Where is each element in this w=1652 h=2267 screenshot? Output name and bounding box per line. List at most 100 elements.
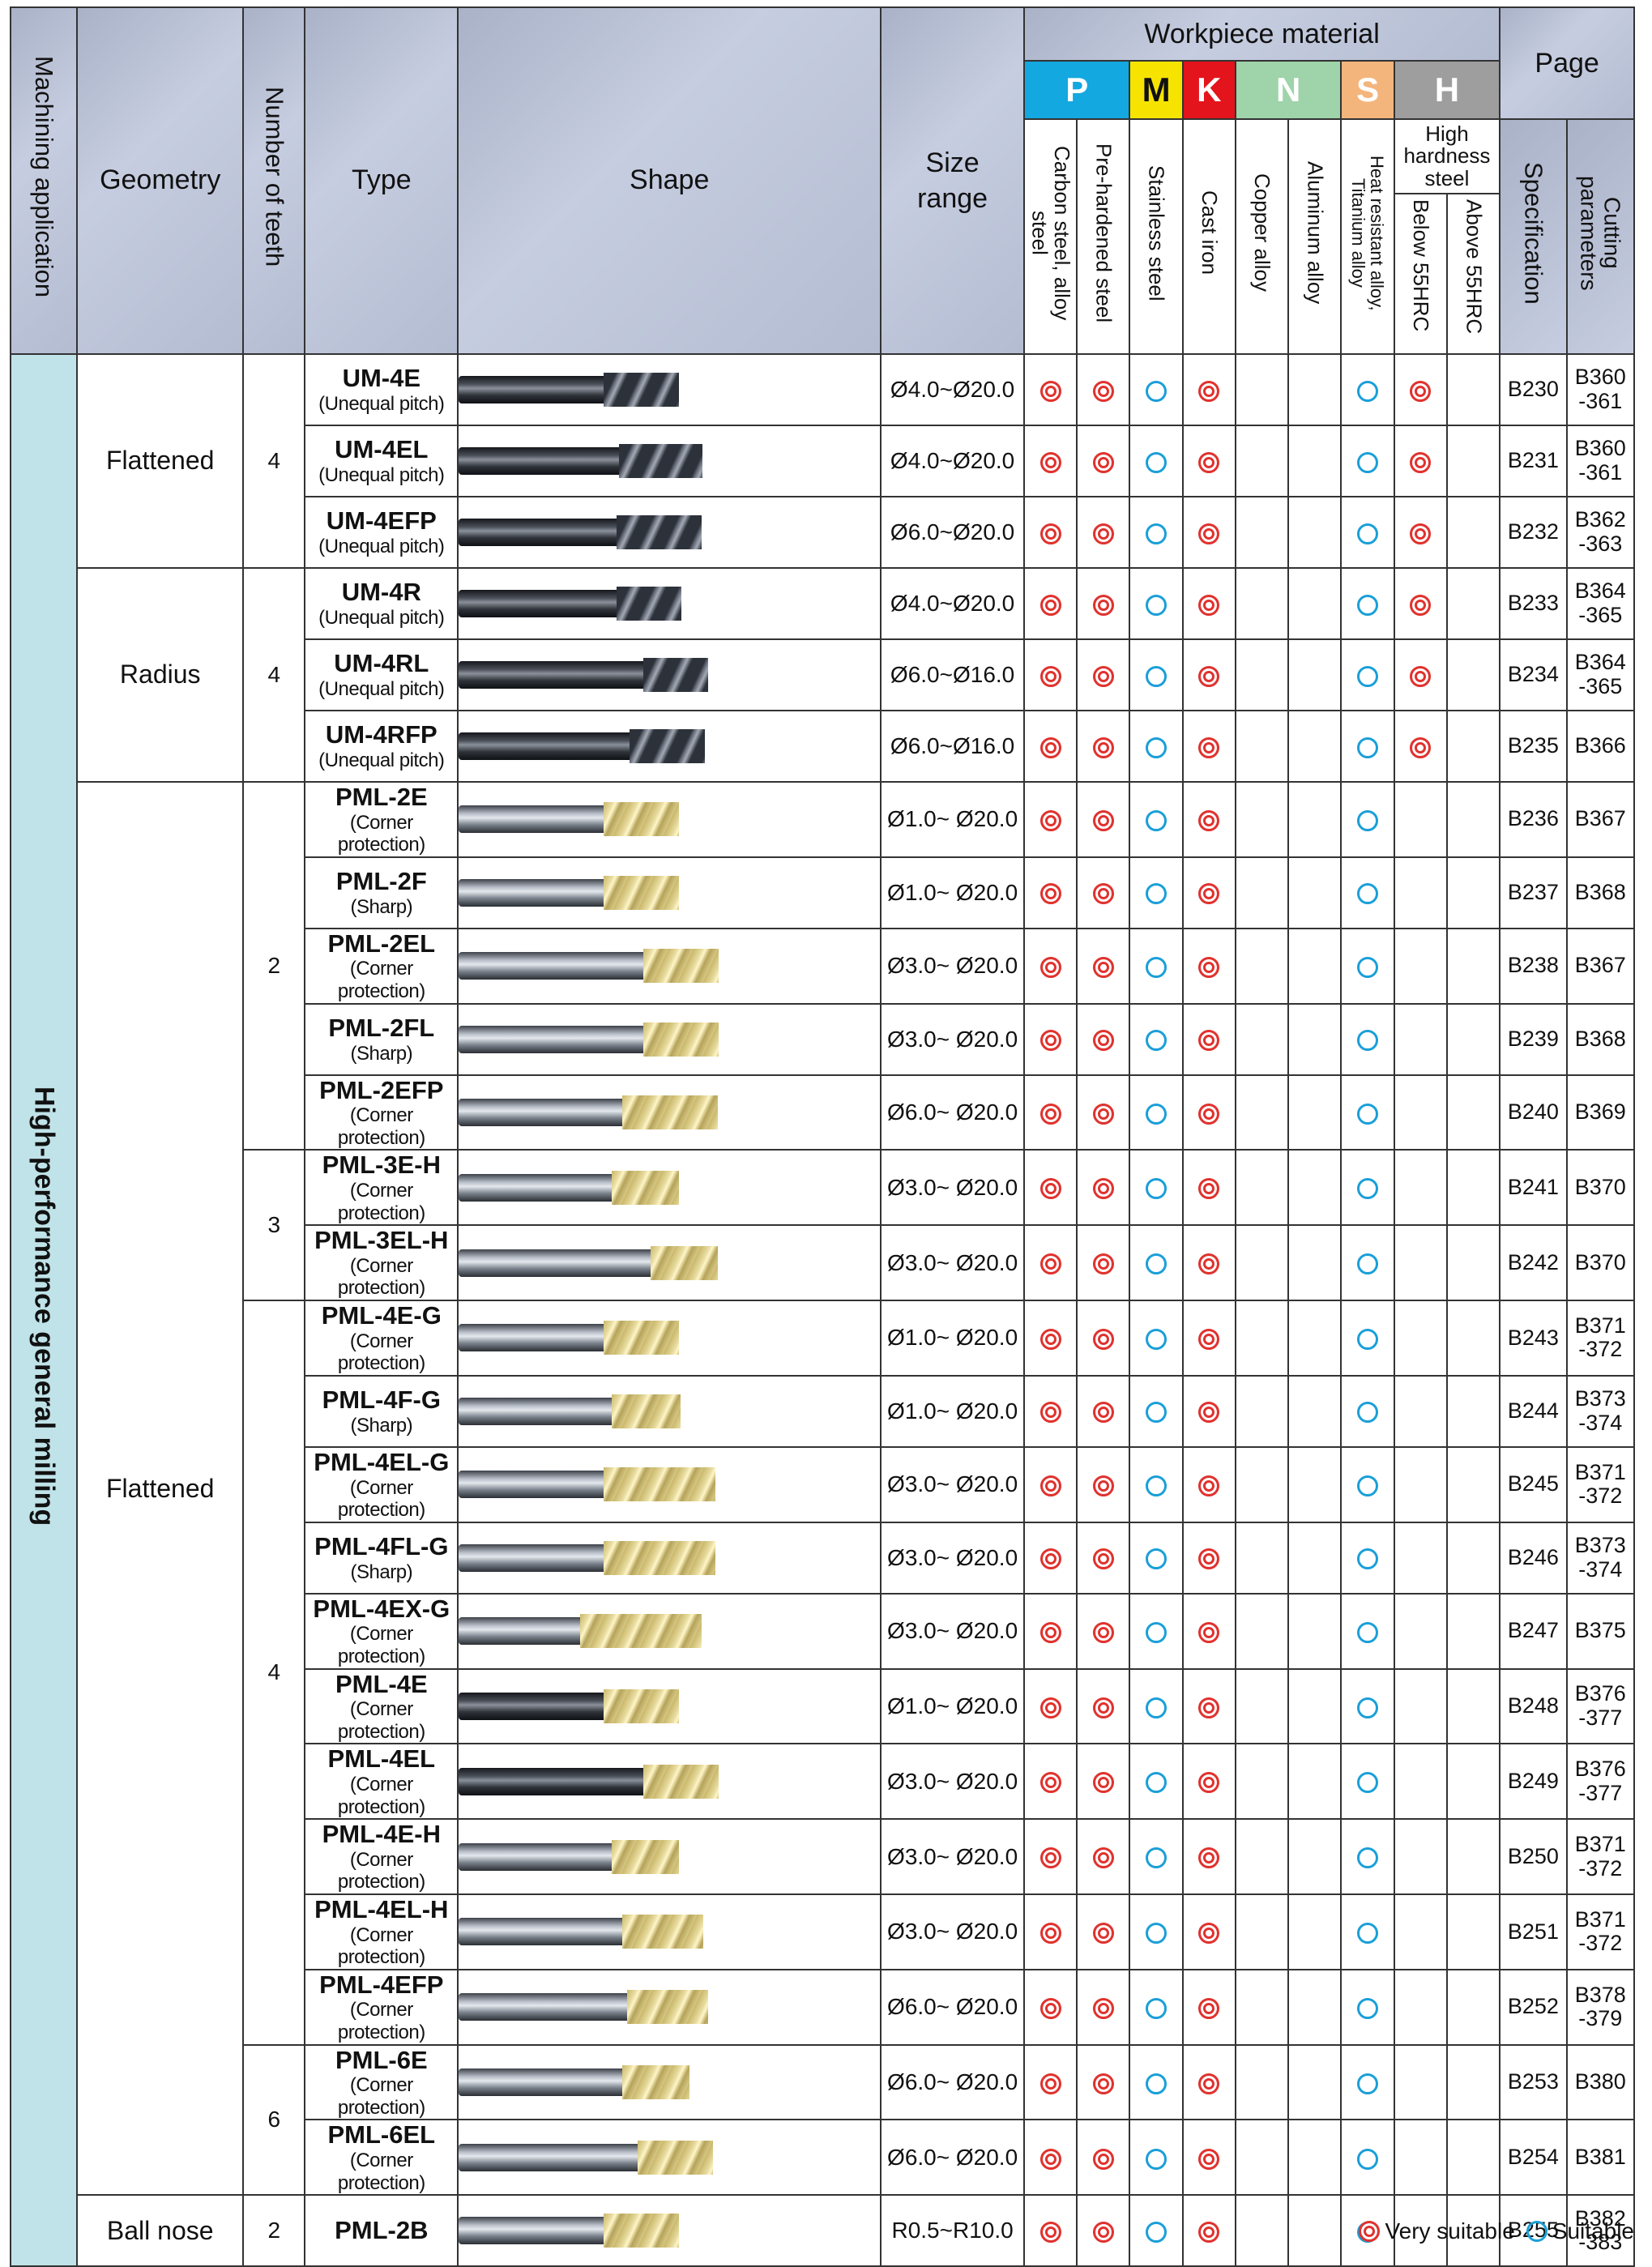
suitability-cell xyxy=(1181,1002,1236,1076)
tool-shank xyxy=(459,446,620,475)
type-cell: PML-2FL (Sharp) xyxy=(304,1002,459,1076)
suitability-cell xyxy=(1445,1968,1501,2046)
cutting-parameters-page-cell: B366 xyxy=(1565,709,1636,783)
spec-page-cell: B242 xyxy=(1499,1224,1568,1302)
very-suitable-icon xyxy=(1039,1253,1061,1275)
suitability-cell xyxy=(1181,780,1236,858)
col-above-55hrc: Above 55HRC xyxy=(1462,199,1487,335)
very-suitable-icon xyxy=(1198,1402,1220,1424)
suitability-cell xyxy=(1181,1445,1236,1523)
suitable-icon xyxy=(1146,1548,1167,1570)
suitable-icon xyxy=(1146,1475,1167,1496)
tool-flute xyxy=(604,802,680,837)
product-subtitle: (Unequal pitch) xyxy=(318,463,445,486)
suitability-cell xyxy=(1393,1521,1448,1595)
suitability-cell xyxy=(1340,1374,1395,1448)
geometry-cell: Flattened xyxy=(76,352,245,569)
very-suitable-icon xyxy=(1198,2073,1220,2094)
teeth-count-cell: 4 xyxy=(242,1300,306,2046)
suitability-cell xyxy=(1076,1300,1131,1377)
suitability-cell xyxy=(1393,1818,1448,1895)
suitable-icon xyxy=(1146,1402,1167,1424)
suitability-cell xyxy=(1234,1968,1290,2046)
suitability-cell xyxy=(1022,1224,1078,1302)
table-row: PML-3EL-H (Corner protection) Ø3.0~ Ø20.0 B… xyxy=(11,1224,1636,1302)
suitability-cell xyxy=(1234,2119,1290,2197)
suitable-icon xyxy=(1357,1548,1379,1570)
table-row: PML-2EL (Corner protection) Ø3.0~ Ø20.0 B23… xyxy=(11,927,1636,1005)
suitable-icon xyxy=(1357,451,1379,473)
geometry-cell: Radius xyxy=(76,566,245,783)
very-suitable-icon xyxy=(1092,1475,1114,1496)
suitability-cell xyxy=(1076,352,1131,426)
teeth-count-cell: 4 xyxy=(242,566,306,783)
end-mill-image xyxy=(459,1688,879,1725)
cutting-parameters-page-cell: B371 -372 xyxy=(1565,1818,1636,1895)
suitability-cell xyxy=(1076,927,1131,1005)
suitability-cell xyxy=(1234,1592,1290,1670)
suitability-cell xyxy=(1287,709,1343,783)
product-name: PML-6EL xyxy=(327,2120,436,2150)
suitability-cell xyxy=(1340,856,1395,929)
table-row: PML-4EFP (Corner protection) Ø6.0~ Ø20.0 B2… xyxy=(11,1968,1636,2046)
table-row: Radius 4 UM-4R (Unequal pitch) Ø4.0~Ø20.0 B23… xyxy=(11,566,1636,783)
very-suitable-icon xyxy=(1359,2221,1381,2242)
suitability-cell xyxy=(1129,2043,1184,2121)
product-name: PML-4FL-G xyxy=(314,1532,449,1561)
hdr-page: Page xyxy=(1499,6,1635,120)
spec-page-cell: B248 xyxy=(1499,1667,1568,1745)
tool-shape-cell xyxy=(457,1968,882,2046)
suitability-cell xyxy=(1445,352,1501,426)
suitability-cell xyxy=(1022,1149,1078,1227)
suitability-cell xyxy=(1129,566,1184,640)
very-suitable-icon xyxy=(1092,1847,1114,1869)
tool-shank xyxy=(459,952,644,980)
type-cell: PML-3EL-H (Corner protection) xyxy=(304,1224,459,1302)
cutting-parameters-page-cell: B368 xyxy=(1565,1002,1636,1076)
type-cell: PML-4EL-G (Corner protection) xyxy=(304,1445,459,1523)
suitability-cell xyxy=(1076,1002,1131,1076)
type-cell: PML-4F-G (Sharp) xyxy=(304,1374,459,1448)
machining-application-label: High-performance general milling xyxy=(28,1087,60,1526)
suitability-cell xyxy=(1076,1521,1131,1595)
size-range-cell: Ø6.0~ Ø20.0 xyxy=(880,2043,1025,2121)
very-suitable-icon xyxy=(1410,594,1432,616)
type-cell: PML-2EFP (Corner protection) xyxy=(304,1074,459,1151)
very-suitable-icon xyxy=(1039,883,1061,905)
end-mill-image xyxy=(459,2212,879,2249)
product-subtitle: (Corner protection) xyxy=(337,1698,425,1743)
suitable-icon xyxy=(1357,1697,1379,1718)
suitable-icon xyxy=(1146,1253,1167,1275)
suitability-cell xyxy=(1076,1893,1131,1970)
suitability-cell xyxy=(1022,495,1078,569)
type-cell: UM-4E (Unequal pitch) xyxy=(304,352,459,426)
suitability-cell xyxy=(1129,1893,1184,1970)
col-below-55hrc: Below 55HRC xyxy=(1396,194,1448,352)
suitability-cell xyxy=(1393,495,1448,569)
very-suitable-icon xyxy=(1039,1402,1061,1424)
suitability-cell xyxy=(1181,1074,1236,1151)
tool-shank xyxy=(459,1249,651,1277)
suitability-cell xyxy=(1234,1300,1290,1377)
cutting-parameters-page-cell: B370 xyxy=(1565,1149,1636,1227)
product-name: PML-4E xyxy=(335,1669,428,1698)
suitable-icon xyxy=(1146,809,1167,831)
very-suitable-icon xyxy=(1198,451,1220,473)
product-name: PML-2EL xyxy=(327,929,436,958)
geometry-cell: Flattened xyxy=(76,780,245,2197)
product-name: PML-3EL-H xyxy=(314,1226,449,1255)
suitability-cell xyxy=(1287,780,1343,858)
suitability-cell xyxy=(1234,1074,1290,1151)
suitability-cell xyxy=(1445,709,1501,783)
tool-shank xyxy=(459,660,644,689)
tool-flute xyxy=(604,1689,680,1723)
type-cell: UM-4EL (Unequal pitch) xyxy=(304,424,459,497)
tool-shank xyxy=(459,1993,628,2022)
suitability-cell xyxy=(1129,709,1184,783)
product-name: PML-4EL xyxy=(327,1744,436,1774)
very-suitable-icon xyxy=(1039,1329,1061,1351)
suitable-icon xyxy=(1357,1772,1379,1794)
spec-page-cell: B238 xyxy=(1499,927,1568,1005)
product-name: PML-3E-H xyxy=(322,1151,441,1180)
tool-shape-cell xyxy=(457,495,882,569)
